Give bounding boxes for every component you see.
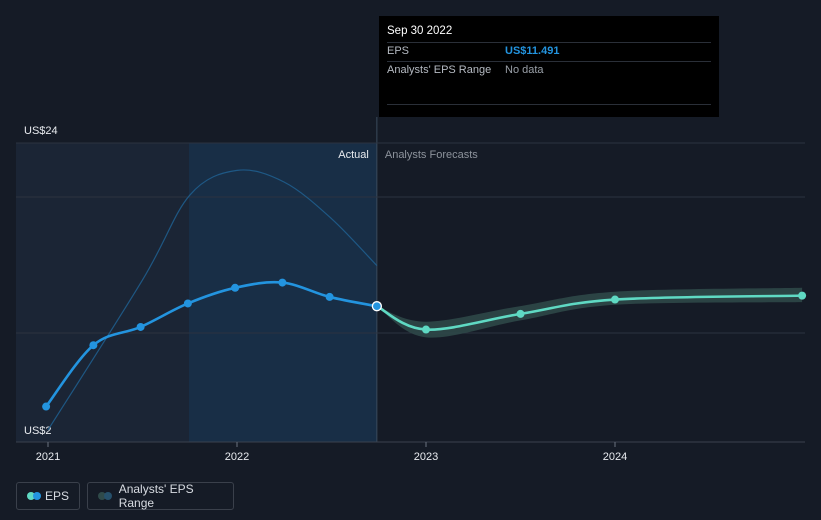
eps-forecast-point: [516, 309, 525, 318]
tooltip-row-range: Analysts' EPS Range No data: [387, 61, 711, 80]
eps-actual-point: [136, 322, 145, 331]
tooltip-range-label: Analysts' EPS Range: [387, 64, 492, 76]
tooltip-eps-label: EPS: [387, 45, 410, 57]
legend-eps-label: EPS: [44, 489, 69, 503]
tooltip-row-eps: EPS US$11.491: [387, 42, 711, 61]
eps-actual-point: [42, 402, 51, 411]
tooltip-range-value: No data: [505, 64, 544, 76]
y-axis-top-label: US$24: [24, 125, 58, 137]
x-tick-label: 2021: [36, 451, 60, 463]
eps-forecast-point: [422, 325, 430, 334]
legend-eps[interactable]: EPS: [16, 482, 80, 510]
x-tick-label: 2022: [225, 451, 249, 463]
tooltip-divider: [387, 104, 711, 105]
tooltip: Sep 30 2022 EPS US$11.491 Analysts' EPS …: [379, 16, 719, 117]
range-legend-icon: [98, 492, 113, 500]
eps-actual-point: [231, 283, 240, 292]
legend-range[interactable]: Analysts' EPS Range: [87, 482, 234, 510]
eps-current-point: [371, 301, 383, 312]
tooltip-date: Sep 30 2022: [387, 25, 453, 37]
eps-actual-point: [183, 299, 192, 308]
y-axis-bottom-label: US$2: [24, 425, 52, 437]
actual-label: Actual: [338, 149, 369, 161]
eps-actual-point: [325, 292, 334, 301]
actual-upper-line: [47, 169, 378, 431]
past-region: [16, 143, 189, 442]
eps-forecast-point: [798, 291, 807, 300]
legend-range-label: Analysts' EPS Range: [118, 482, 194, 510]
tooltip-eps-value: US$11.491: [505, 45, 560, 57]
x-tick-label: 2024: [603, 451, 627, 463]
eps-actual-point: [89, 341, 98, 350]
forecast-label: Analysts Forecasts: [385, 149, 478, 161]
eps-forecast-line: [376, 294, 803, 331]
eps-actual-point: [278, 278, 287, 287]
eps-forecast-point: [611, 295, 619, 304]
eps-legend-icon: [27, 492, 41, 500]
x-tick-label: 2023: [414, 451, 438, 463]
eps-range-band: [376, 287, 803, 338]
